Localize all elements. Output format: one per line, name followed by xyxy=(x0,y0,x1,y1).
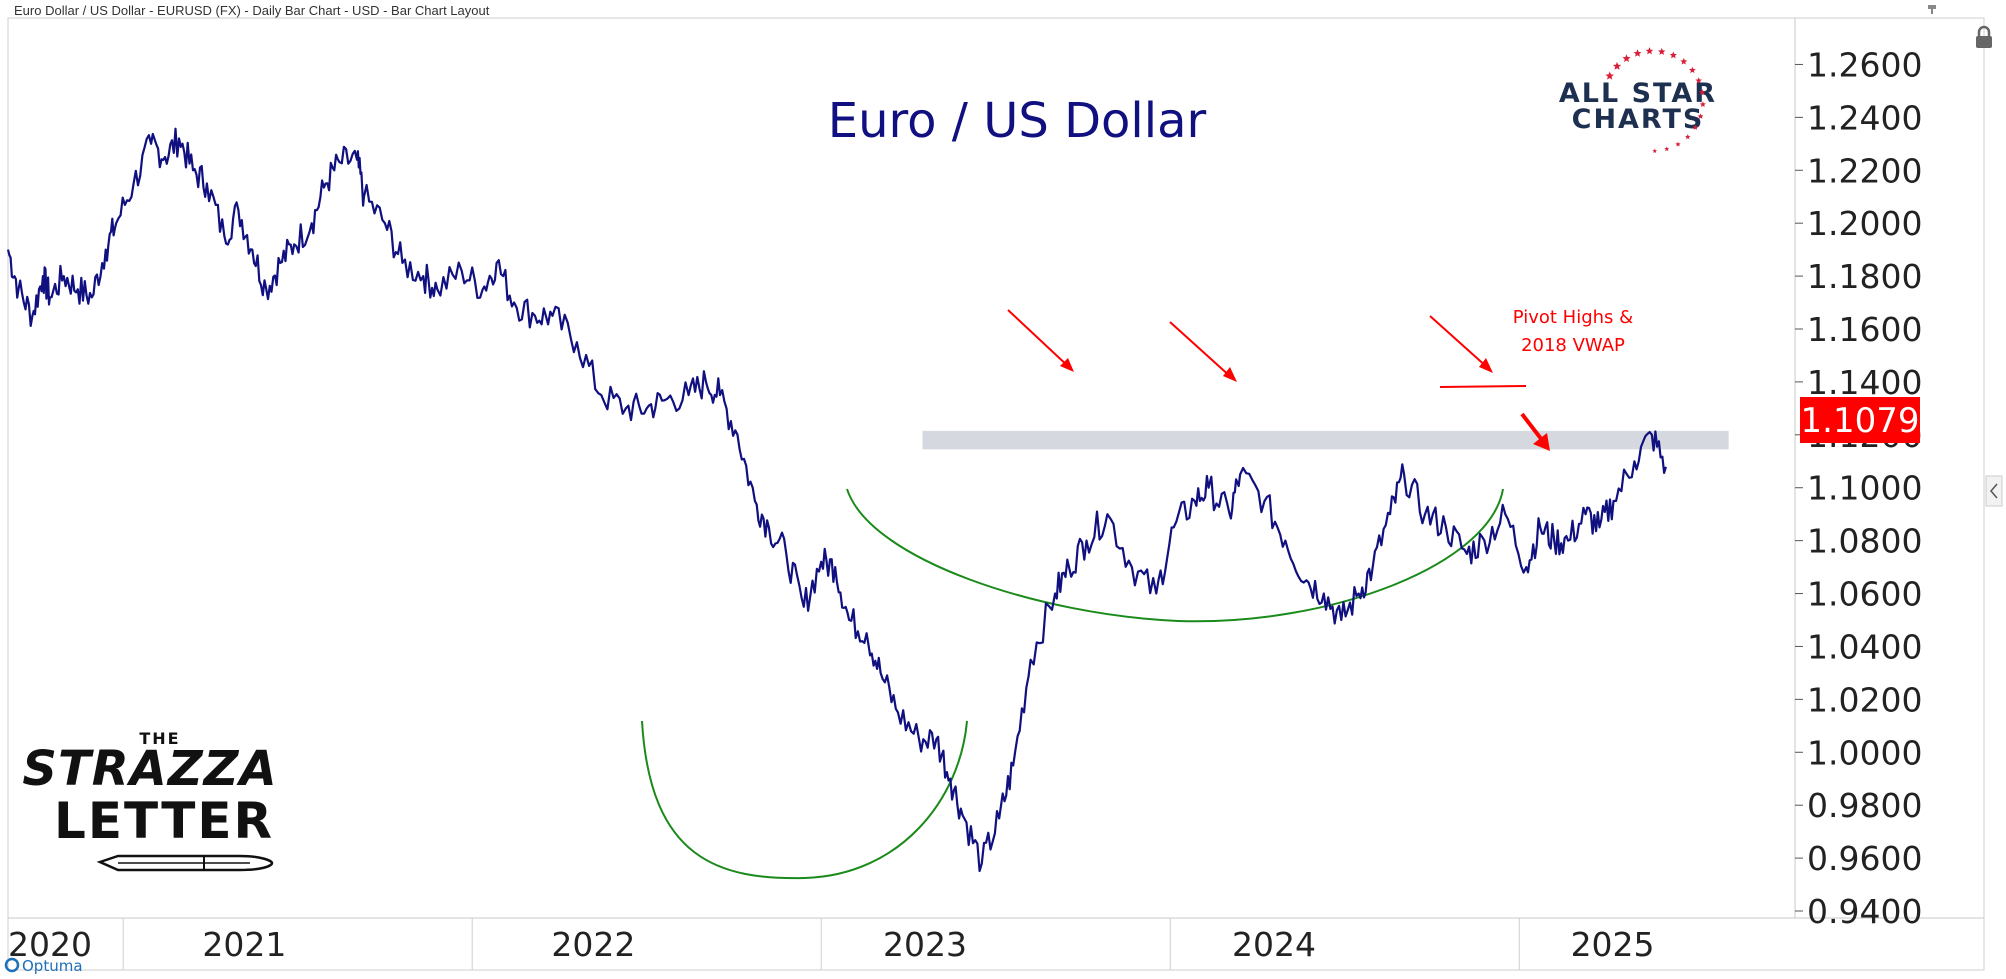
star-icon xyxy=(1622,54,1631,62)
last-price-tag-bg xyxy=(1800,397,1920,443)
star-icon xyxy=(1612,61,1622,70)
strazza-logo-letter: LETTER xyxy=(54,792,274,850)
strazza-letter-logo: THE STRAZZA LETTER xyxy=(22,729,277,872)
strazza-logo-the: THE xyxy=(139,729,180,748)
star-icon xyxy=(1697,113,1704,119)
chart-border xyxy=(7,17,1985,971)
y-tick-label: 1.2200 xyxy=(1807,151,1922,190)
y-tick-label: 1.1000 xyxy=(1807,469,1922,508)
star-icon xyxy=(1689,66,1696,74)
y-tick-label: 1.2400 xyxy=(1807,98,1922,137)
allstar-logo-line1: ALL STAR xyxy=(1559,78,1717,109)
optuma-watermark: Optuma xyxy=(4,957,83,975)
y-tick-label: 1.1600 xyxy=(1807,310,1922,349)
star-icon xyxy=(1669,51,1677,59)
optuma-label: Optuma xyxy=(22,957,83,975)
pivot-arrow-1-head xyxy=(1060,358,1074,372)
star-icon xyxy=(1675,141,1681,147)
down-arrow-head xyxy=(1533,433,1550,451)
y-tick-label: 1.1400 xyxy=(1807,363,1922,402)
y-tick-label: 1.0400 xyxy=(1807,627,1922,666)
y-tick-label: 0.9800 xyxy=(1807,786,1922,825)
x-tick-label: 2023 xyxy=(883,925,967,964)
y-tick-label: 0.9600 xyxy=(1807,839,1922,878)
star-icon xyxy=(1658,47,1666,55)
down-arrow xyxy=(1520,412,1544,442)
pivot-arrow-3-head xyxy=(1479,358,1493,373)
y-tick-label: 1.0200 xyxy=(1807,680,1922,719)
star-icon xyxy=(1664,146,1670,152)
pivot-arrow-2 xyxy=(1169,321,1233,379)
pivot-label-line1: Pivot Highs & xyxy=(1513,307,1633,328)
pin-icon[interactable] xyxy=(1928,5,1936,14)
pivot-arrow-1 xyxy=(1007,309,1071,369)
star-icon xyxy=(1605,71,1614,80)
price-series-line xyxy=(6,127,1667,873)
y-axis-ticks: 1.2600 1.2400 1.2200 1.2000 1.1800 1.1600 1.14… xyxy=(1795,45,1922,931)
optuma-logo-icon xyxy=(4,957,20,973)
pivot-high-line xyxy=(1439,385,1527,388)
y-tick-label: 1.2600 xyxy=(1807,45,1922,84)
last-price-tag: 1.1079 xyxy=(1800,397,1920,443)
last-price-value: 1.1079 xyxy=(1801,401,1920,441)
y-tick-label: 1.0800 xyxy=(1807,522,1922,561)
star-icon xyxy=(1685,134,1691,140)
y-tick-label: 1.1800 xyxy=(1807,257,1922,296)
pivot-arrows xyxy=(1007,309,1550,451)
star-icon xyxy=(1699,101,1706,108)
star-icon xyxy=(1652,148,1658,153)
x-axis-ticks: 2020 2021 2022 2023 2024 2025 xyxy=(8,918,1655,970)
pivot-label-line2: 2018 VWAP xyxy=(1521,335,1625,356)
rounding-bottom-arc-2022 xyxy=(641,720,968,880)
collapse-panel-icon[interactable] xyxy=(1985,475,2003,507)
y-tick-label: 1.2000 xyxy=(1807,204,1922,243)
strazza-logo-name: STRAZZA xyxy=(22,741,277,797)
allstar-logo-line2: CHARTS xyxy=(1572,104,1705,135)
resistance-zone xyxy=(922,430,1729,450)
star-icon xyxy=(1695,77,1702,84)
x-tick-label: 2024 xyxy=(1232,925,1316,964)
star-icon xyxy=(1692,124,1699,130)
star-icon xyxy=(1645,47,1654,55)
y-tick-label: 0.9400 xyxy=(1807,892,1922,931)
allstar-charts-logo: ALL STAR CHARTS xyxy=(1559,47,1717,153)
star-ring-icon xyxy=(1605,47,1706,153)
y-tick-label: 1.0600 xyxy=(1807,575,1922,614)
chart-title: Euro / US Dollar xyxy=(828,93,1207,149)
x-tick-label: 2020 xyxy=(8,925,92,964)
chart-header-description: Euro Dollar / US Dollar - EURUSD (FX) - … xyxy=(14,3,490,18)
rounding-bottom-arc-2023-2024 xyxy=(846,488,1504,623)
x-tick-label: 2021 xyxy=(202,925,286,964)
x-tick-label: 2022 xyxy=(551,925,635,964)
star-icon xyxy=(1633,49,1642,57)
star-icon xyxy=(1699,89,1706,95)
x-tick-label: 2025 xyxy=(1571,925,1655,964)
pen-icon xyxy=(96,854,274,872)
pivot-arrow-2-head xyxy=(1223,367,1237,382)
lock-icon[interactable] xyxy=(1976,25,1992,48)
star-icon xyxy=(1680,57,1688,65)
pivot-arrow-3 xyxy=(1429,315,1489,369)
y-tick-label: 1.0000 xyxy=(1807,733,1922,772)
